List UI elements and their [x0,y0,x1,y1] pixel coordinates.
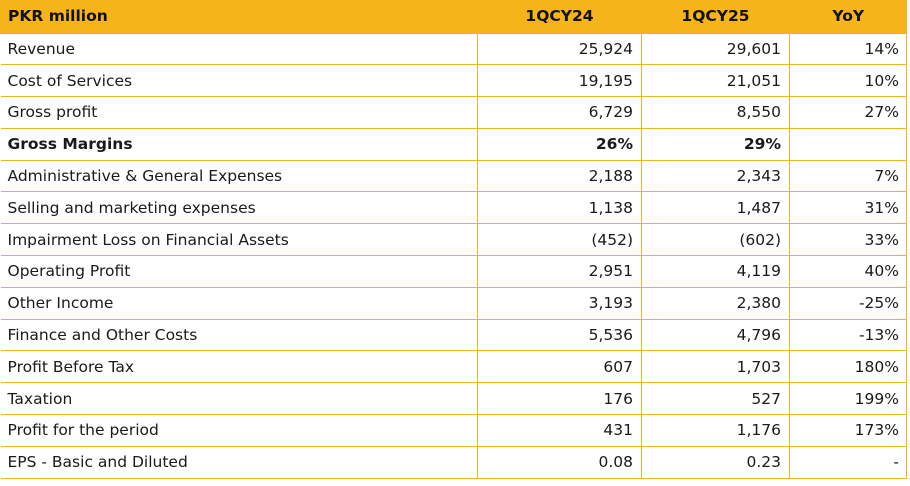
value-1qcy25: 1,487 [641,191,790,225]
value-1qcy25: 4,119 [641,255,790,288]
value-1qcy25: 21,051 [641,64,790,98]
value-1qcy24: 3,193 [477,286,642,320]
value-1qcy24: (452) [477,223,642,257]
value-1qcy25: 0.23 [641,445,790,479]
value-yoy [789,127,907,161]
table-row: Gross profit 6,729 8,550 27% [0,96,907,129]
table-row: Cost of Services 19,195 21,051 10% [0,64,907,98]
value-1qcy25: 8,550 [641,96,790,129]
value-1qcy24: 19,195 [477,64,642,98]
row-label: Administrative & General Expenses [0,159,478,193]
value-1qcy25: 1,176 [641,414,790,447]
table-row: Revenue 25,924 29,601 14% [0,32,907,66]
value-1qcy24: 1,138 [477,191,642,225]
row-label: Selling and marketing expenses [0,191,478,225]
table-row: Impairment Loss on Financial Assets (452)… [0,223,907,257]
row-label: Gross profit [0,96,478,129]
table-header-row: PKR million 1QCY24 1QCY25 YoY [0,0,907,33]
value-yoy: - [789,445,907,479]
value-1qcy25: 29% [641,127,790,161]
value-yoy: 33% [789,223,907,257]
table-row: Other Income 3,193 2,380 -25% [0,286,907,320]
value-yoy: 14% [789,32,907,66]
table-row: Operating Profit 2,951 4,119 40% [0,255,907,288]
value-1qcy24: 0.08 [477,445,642,479]
value-1qcy25: 1,703 [641,350,790,384]
value-yoy: 199% [789,382,907,416]
header-1qcy25: 1QCY25 [641,0,790,33]
value-1qcy24: 26% [477,127,642,161]
row-label: Profit Before Tax [0,350,478,384]
table-row: Profit for the period 431 1,176 173% [0,414,907,447]
header-yoy: YoY [789,0,907,33]
value-yoy: 173% [789,414,907,447]
value-yoy: 40% [789,255,907,288]
value-1qcy25: 29,601 [641,32,790,66]
table-row: Selling and marketing expenses 1,138 1,487… [0,191,907,225]
value-yoy: 31% [789,191,907,225]
value-1qcy24: 2,188 [477,159,642,193]
row-label: Gross Margins [0,127,478,161]
value-1qcy24: 607 [477,350,642,384]
row-label: Other Income [0,286,478,320]
row-label: Cost of Services [0,64,478,98]
value-1qcy24: 25,924 [477,32,642,66]
row-label: Revenue [0,32,478,66]
value-yoy: -25% [789,286,907,320]
value-1qcy25: 2,343 [641,159,790,193]
table-row: Finance and Other Costs 5,536 4,796 -13% [0,318,907,352]
value-1qcy25: 527 [641,382,790,416]
table-row: EPS - Basic and Diluted 0.08 0.23- [0,445,907,479]
header-1qcy24: 1QCY24 [477,0,642,33]
row-label: Operating Profit [0,255,478,288]
value-1qcy24: 6,729 [477,96,642,129]
header-pkr-million: PKR million [0,0,478,33]
value-1qcy25: (602) [641,223,790,257]
row-label: Impairment Loss on Financial Assets [0,223,478,257]
table-row: Administrative & General Expenses 2,188 2,… [0,159,907,193]
value-1qcy25: 4,796 [641,318,790,352]
value-1qcy24: 176 [477,382,642,416]
value-yoy: 180% [789,350,907,384]
row-label: EPS - Basic and Diluted [0,445,478,479]
value-yoy: -13% [789,318,907,352]
value-1qcy24: 431 [477,414,642,447]
value-1qcy24: 5,536 [477,318,642,352]
table-row: Profit Before Tax 607 1,703 180% [0,350,907,384]
value-1qcy24: 2,951 [477,255,642,288]
row-label: Finance and Other Costs [0,318,478,352]
value-yoy: 7% [789,159,907,193]
table-row: Gross Margins 26% 29% [0,127,907,161]
row-label: Taxation [0,382,478,416]
table-row: Taxation 176 527 199% [0,382,907,416]
value-yoy: 10% [789,64,907,98]
value-1qcy25: 2,380 [641,286,790,320]
value-yoy: 27% [789,96,907,129]
row-label: Profit for the period [0,414,478,447]
